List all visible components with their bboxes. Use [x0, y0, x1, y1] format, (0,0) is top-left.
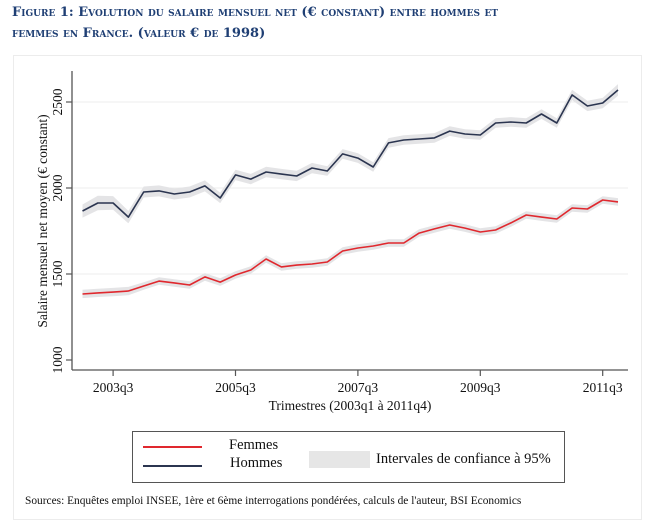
- y-tick-label: 1500: [50, 260, 65, 287]
- y-tick-label: 2000: [50, 174, 65, 201]
- y-axis-label: Salaire mensuel net moyen (€ constant): [35, 114, 50, 327]
- series-line-hommes: [82, 89, 619, 218]
- x-ticks: 2003q3 2005q3 2007q3 2009q3 2011q3: [93, 370, 623, 395]
- legend-ci-label: Intervales de confiance à 95%: [376, 451, 551, 467]
- figure-title: Figure 1: Evolution du salaire mensuel n…: [12, 2, 642, 44]
- x-tick-label: 2007q3: [338, 380, 379, 395]
- legend-femmes-label: Femmes: [229, 437, 279, 453]
- legend-femmes-swatch: [143, 446, 202, 448]
- series-lines: [82, 89, 619, 295]
- figure-frame: [13, 55, 642, 520]
- ci-band-femmes: [82, 196, 618, 299]
- legend: Femmes Hommes Intervales de confiance à …: [132, 431, 565, 483]
- figure-title-line1: Figure 1: Evolution du salaire mensuel n…: [12, 5, 499, 20]
- x-tick-label: 2009q3: [460, 380, 501, 395]
- figure-title-line2: femmes en France. (valeur € de 1998): [12, 26, 266, 41]
- y-tick-label: 2500: [50, 88, 65, 115]
- x-tick-label: 2005q3: [215, 380, 256, 395]
- legend-ci-swatch: [309, 451, 370, 468]
- series-line-femmes: [82, 199, 619, 295]
- y-tick-label: 1000: [50, 346, 65, 373]
- legend-hommes-label: Hommes: [230, 455, 283, 471]
- x-axis-label: Trimestres (2003q1 à 2011q4): [269, 398, 432, 413]
- y-ticks: 1000 1500 2000 2500: [50, 88, 72, 374]
- x-tick-label: 2003q3: [93, 380, 134, 395]
- legend-hommes-swatch: [143, 465, 202, 467]
- confidence-bands: [82, 84, 618, 299]
- source-note: Sources: Enquêtes emploi INSEE, 1ère et …: [25, 495, 522, 507]
- axes: [71, 71, 628, 371]
- x-tick-label: 2011q3: [583, 380, 623, 395]
- ci-band-hommes: [82, 84, 618, 224]
